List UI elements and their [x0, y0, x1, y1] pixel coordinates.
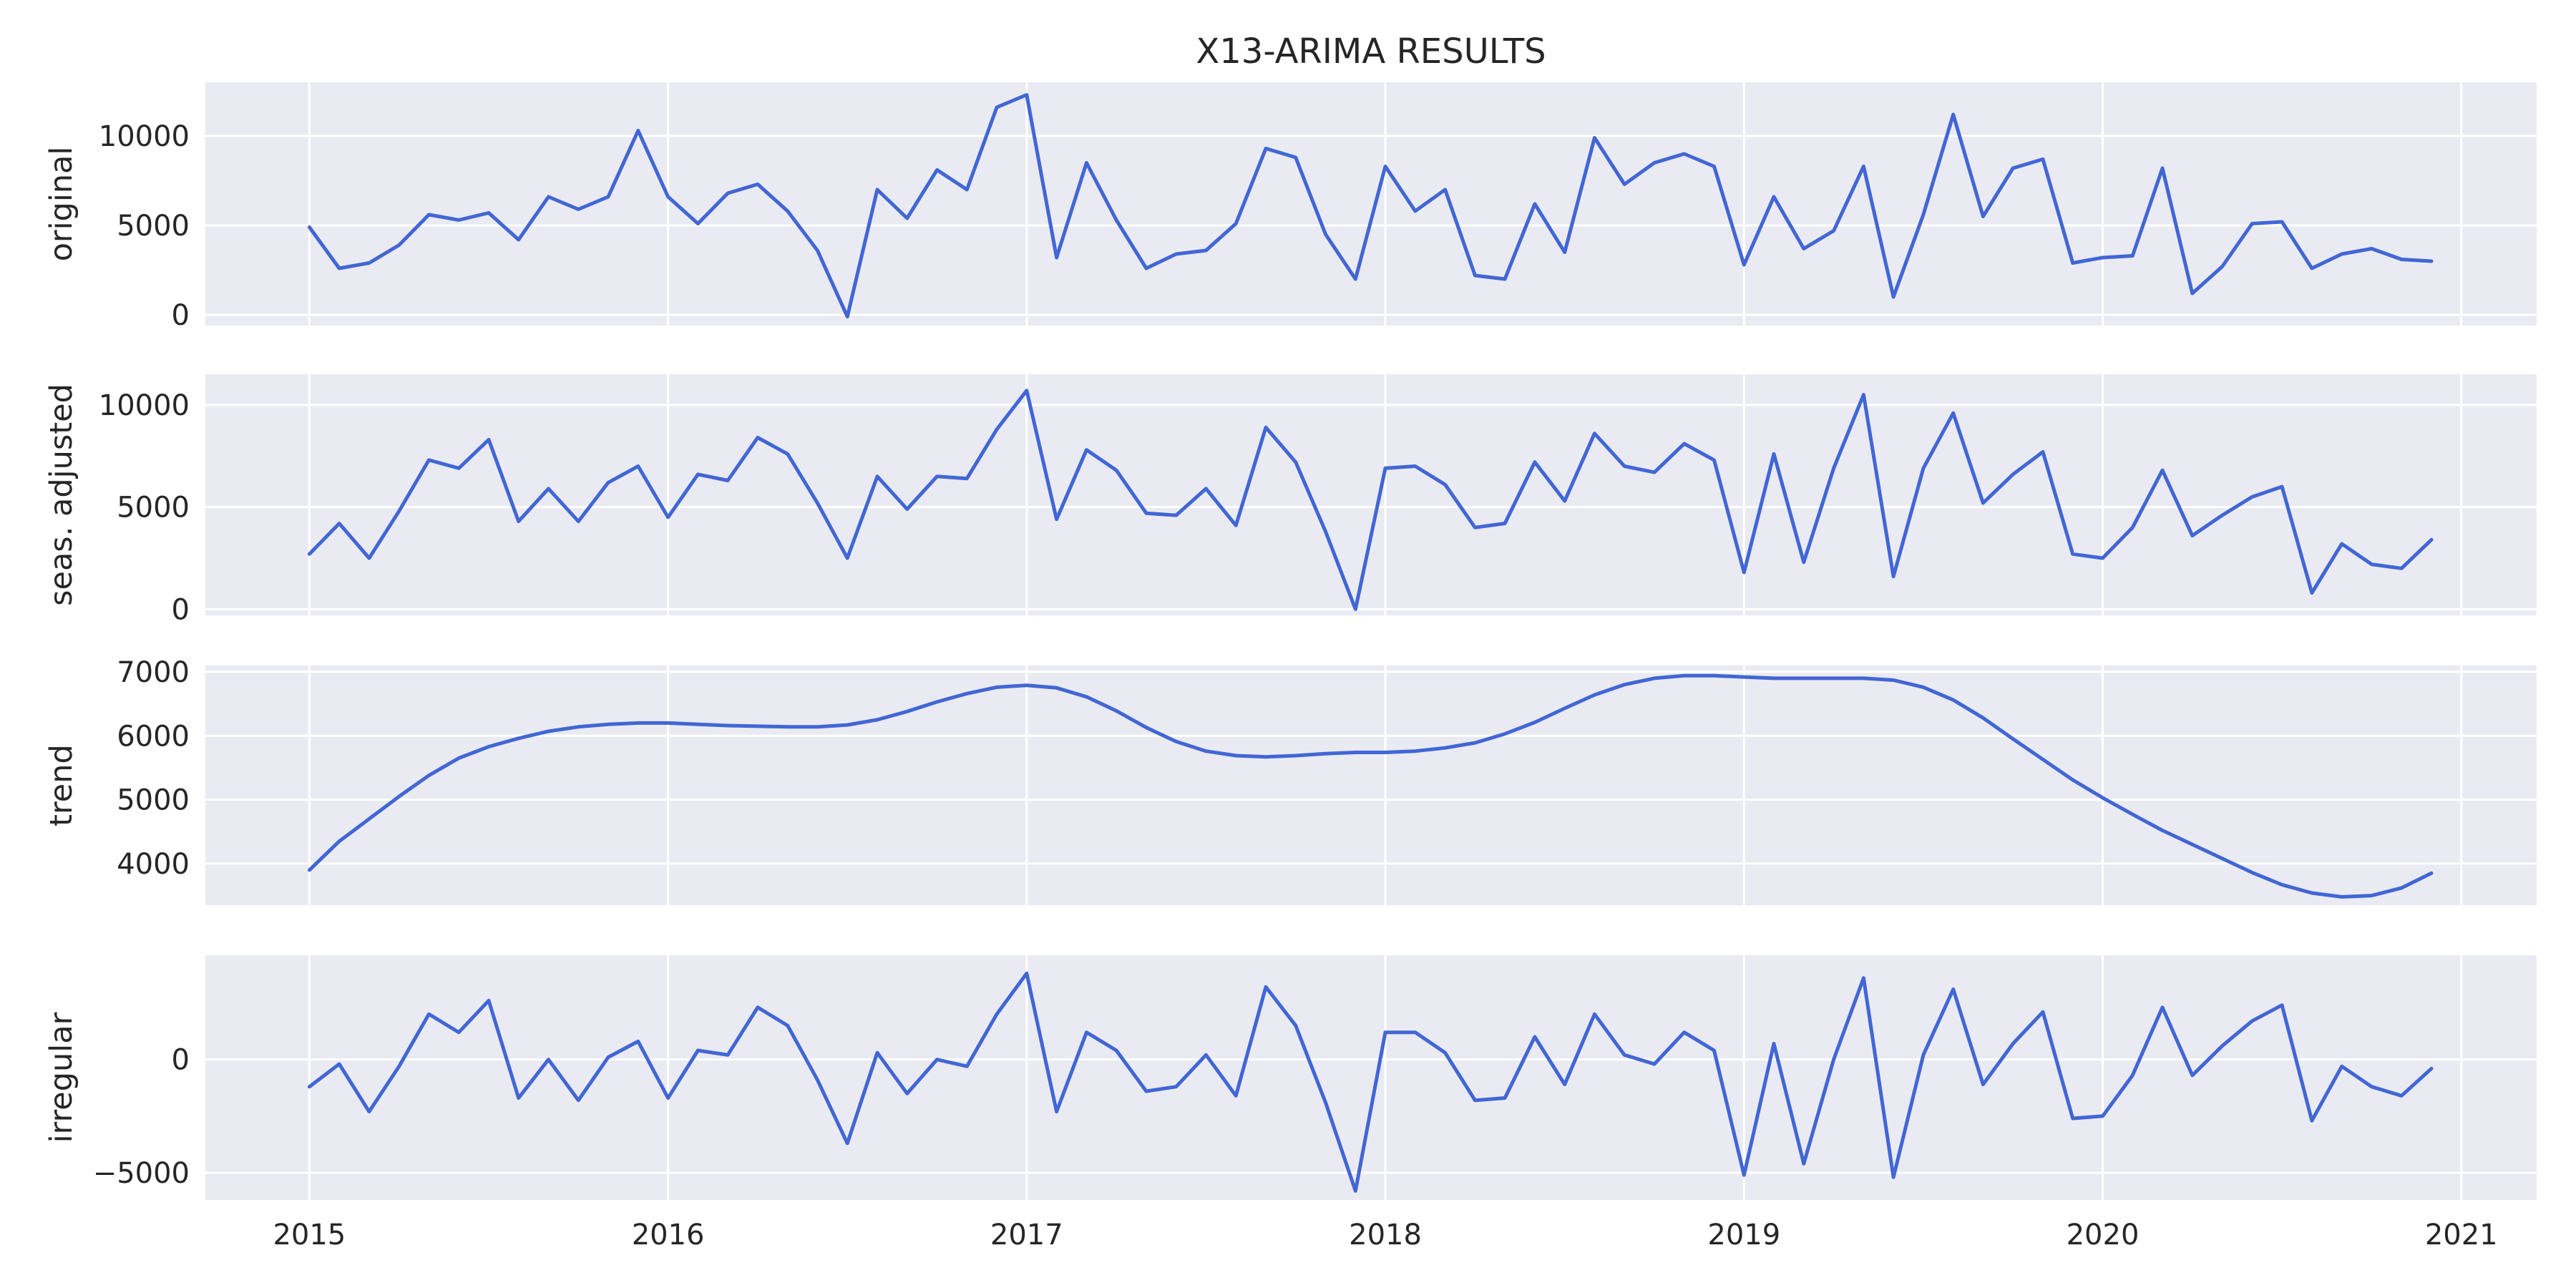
x-tick-label: 2019 [1707, 1219, 1780, 1252]
y-tick-label: 6000 [117, 720, 190, 753]
panel-background [205, 955, 2537, 1200]
panel-background [205, 665, 2537, 905]
y-tick-label: 0 [172, 593, 190, 626]
y-tick-label: 7000 [117, 656, 190, 689]
x-tick-label: 2016 [632, 1219, 705, 1252]
x-tick-label: 2017 [990, 1219, 1063, 1252]
y-tick-label: 10000 [99, 389, 190, 422]
x-tick-label: 2015 [273, 1219, 346, 1252]
y-tick-label: 10000 [99, 120, 190, 153]
y-axis-label: seas. adjusted [44, 384, 79, 606]
y-tick-label: 5000 [117, 784, 190, 817]
x-tick-label: 2018 [1349, 1219, 1422, 1252]
y-tick-label: 5000 [117, 492, 190, 525]
series-line-irregular [307, 971, 2434, 1193]
x-tick-label: 2021 [2425, 1219, 2498, 1252]
panel-original: 0 5000 10000 original [44, 82, 2537, 332]
panel-background [205, 82, 2537, 326]
series-line-seas-adjusted [307, 389, 2434, 611]
y-tick-label: 5000 [117, 210, 190, 243]
panel-trend: 4000 5000 6000 7000 trend [44, 656, 2537, 905]
y-tick-label: 0 [172, 1044, 190, 1077]
y-axis-label: irregular [44, 1012, 79, 1143]
panel-seas-adjusted: 0 5000 10000 seas. adjusted [44, 374, 2537, 626]
y-tick-label: 0 [172, 299, 190, 332]
panels-group: 0 5000 10000 original 0 5000 10000 seas. adjust… [44, 82, 2537, 1200]
panel-irregular: −5000 0 irregular [44, 955, 2537, 1200]
series-line-trend [307, 673, 2434, 899]
y-axis-label: trend [44, 744, 79, 826]
x-tick-label: 2020 [2067, 1219, 2140, 1252]
chart-title: X13-ARIMA RESULTS [1196, 31, 1546, 72]
series-line-original [307, 93, 2434, 318]
y-tick-label: 4000 [117, 848, 190, 881]
y-tick-label: −5000 [93, 1157, 190, 1190]
y-axis-label: original [44, 147, 79, 262]
x-axis: 2015 2016 2017 2018 2019 2020 2021 [273, 1219, 2497, 1252]
